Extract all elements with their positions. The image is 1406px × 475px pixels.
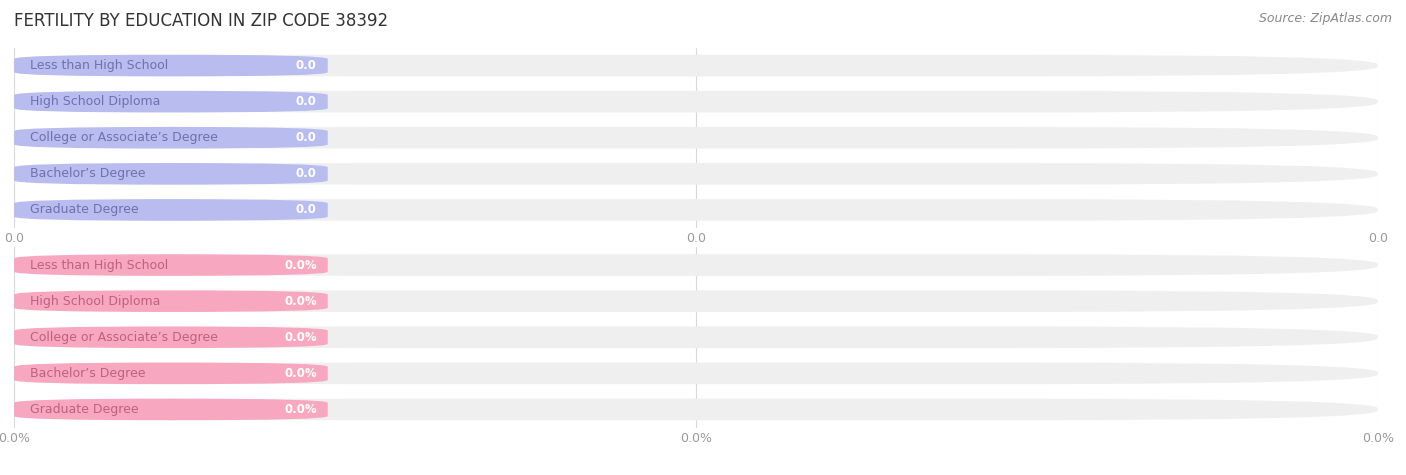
Text: 0.0%: 0.0% — [0, 432, 30, 445]
Text: Source: ZipAtlas.com: Source: ZipAtlas.com — [1258, 12, 1392, 25]
FancyBboxPatch shape — [14, 254, 1378, 276]
FancyBboxPatch shape — [14, 55, 1378, 76]
FancyBboxPatch shape — [14, 199, 1378, 221]
Text: 0.0: 0.0 — [295, 95, 316, 108]
Text: Less than High School: Less than High School — [31, 258, 169, 272]
Text: 0.0%: 0.0% — [284, 403, 316, 416]
Text: 0.0: 0.0 — [1368, 232, 1388, 245]
FancyBboxPatch shape — [14, 199, 328, 221]
FancyBboxPatch shape — [14, 163, 328, 185]
FancyBboxPatch shape — [14, 290, 1378, 312]
Text: 0.0: 0.0 — [295, 131, 316, 144]
Text: 0.0%: 0.0% — [1362, 432, 1393, 445]
Text: FERTILITY BY EDUCATION IN ZIP CODE 38392: FERTILITY BY EDUCATION IN ZIP CODE 38392 — [14, 12, 388, 30]
FancyBboxPatch shape — [14, 254, 328, 276]
FancyBboxPatch shape — [14, 127, 328, 149]
Text: 0.0: 0.0 — [295, 203, 316, 217]
FancyBboxPatch shape — [14, 91, 1378, 113]
Text: 0.0%: 0.0% — [284, 294, 316, 308]
Text: College or Associate’s Degree: College or Associate’s Degree — [31, 131, 218, 144]
FancyBboxPatch shape — [14, 362, 1378, 384]
FancyBboxPatch shape — [14, 91, 328, 113]
Text: 0.0%: 0.0% — [681, 432, 711, 445]
FancyBboxPatch shape — [14, 290, 328, 312]
FancyBboxPatch shape — [14, 55, 328, 76]
Text: Graduate Degree: Graduate Degree — [31, 403, 139, 416]
FancyBboxPatch shape — [14, 127, 1378, 149]
Text: 0.0%: 0.0% — [284, 258, 316, 272]
Text: Graduate Degree: Graduate Degree — [31, 203, 139, 217]
Text: 0.0%: 0.0% — [284, 331, 316, 344]
FancyBboxPatch shape — [14, 163, 1378, 185]
Text: 0.0: 0.0 — [686, 232, 706, 245]
FancyBboxPatch shape — [14, 326, 1378, 348]
FancyBboxPatch shape — [14, 362, 328, 384]
FancyBboxPatch shape — [14, 399, 1378, 420]
Text: High School Diploma: High School Diploma — [31, 95, 160, 108]
Text: Bachelor’s Degree: Bachelor’s Degree — [31, 167, 146, 180]
Text: 0.0%: 0.0% — [284, 367, 316, 380]
Text: High School Diploma: High School Diploma — [31, 294, 160, 308]
Text: College or Associate’s Degree: College or Associate’s Degree — [31, 331, 218, 344]
Text: 0.0: 0.0 — [4, 232, 24, 245]
Text: Bachelor’s Degree: Bachelor’s Degree — [31, 367, 146, 380]
Text: 0.0: 0.0 — [295, 59, 316, 72]
Text: Less than High School: Less than High School — [31, 59, 169, 72]
FancyBboxPatch shape — [14, 399, 328, 420]
FancyBboxPatch shape — [14, 326, 328, 348]
Text: 0.0: 0.0 — [295, 167, 316, 180]
